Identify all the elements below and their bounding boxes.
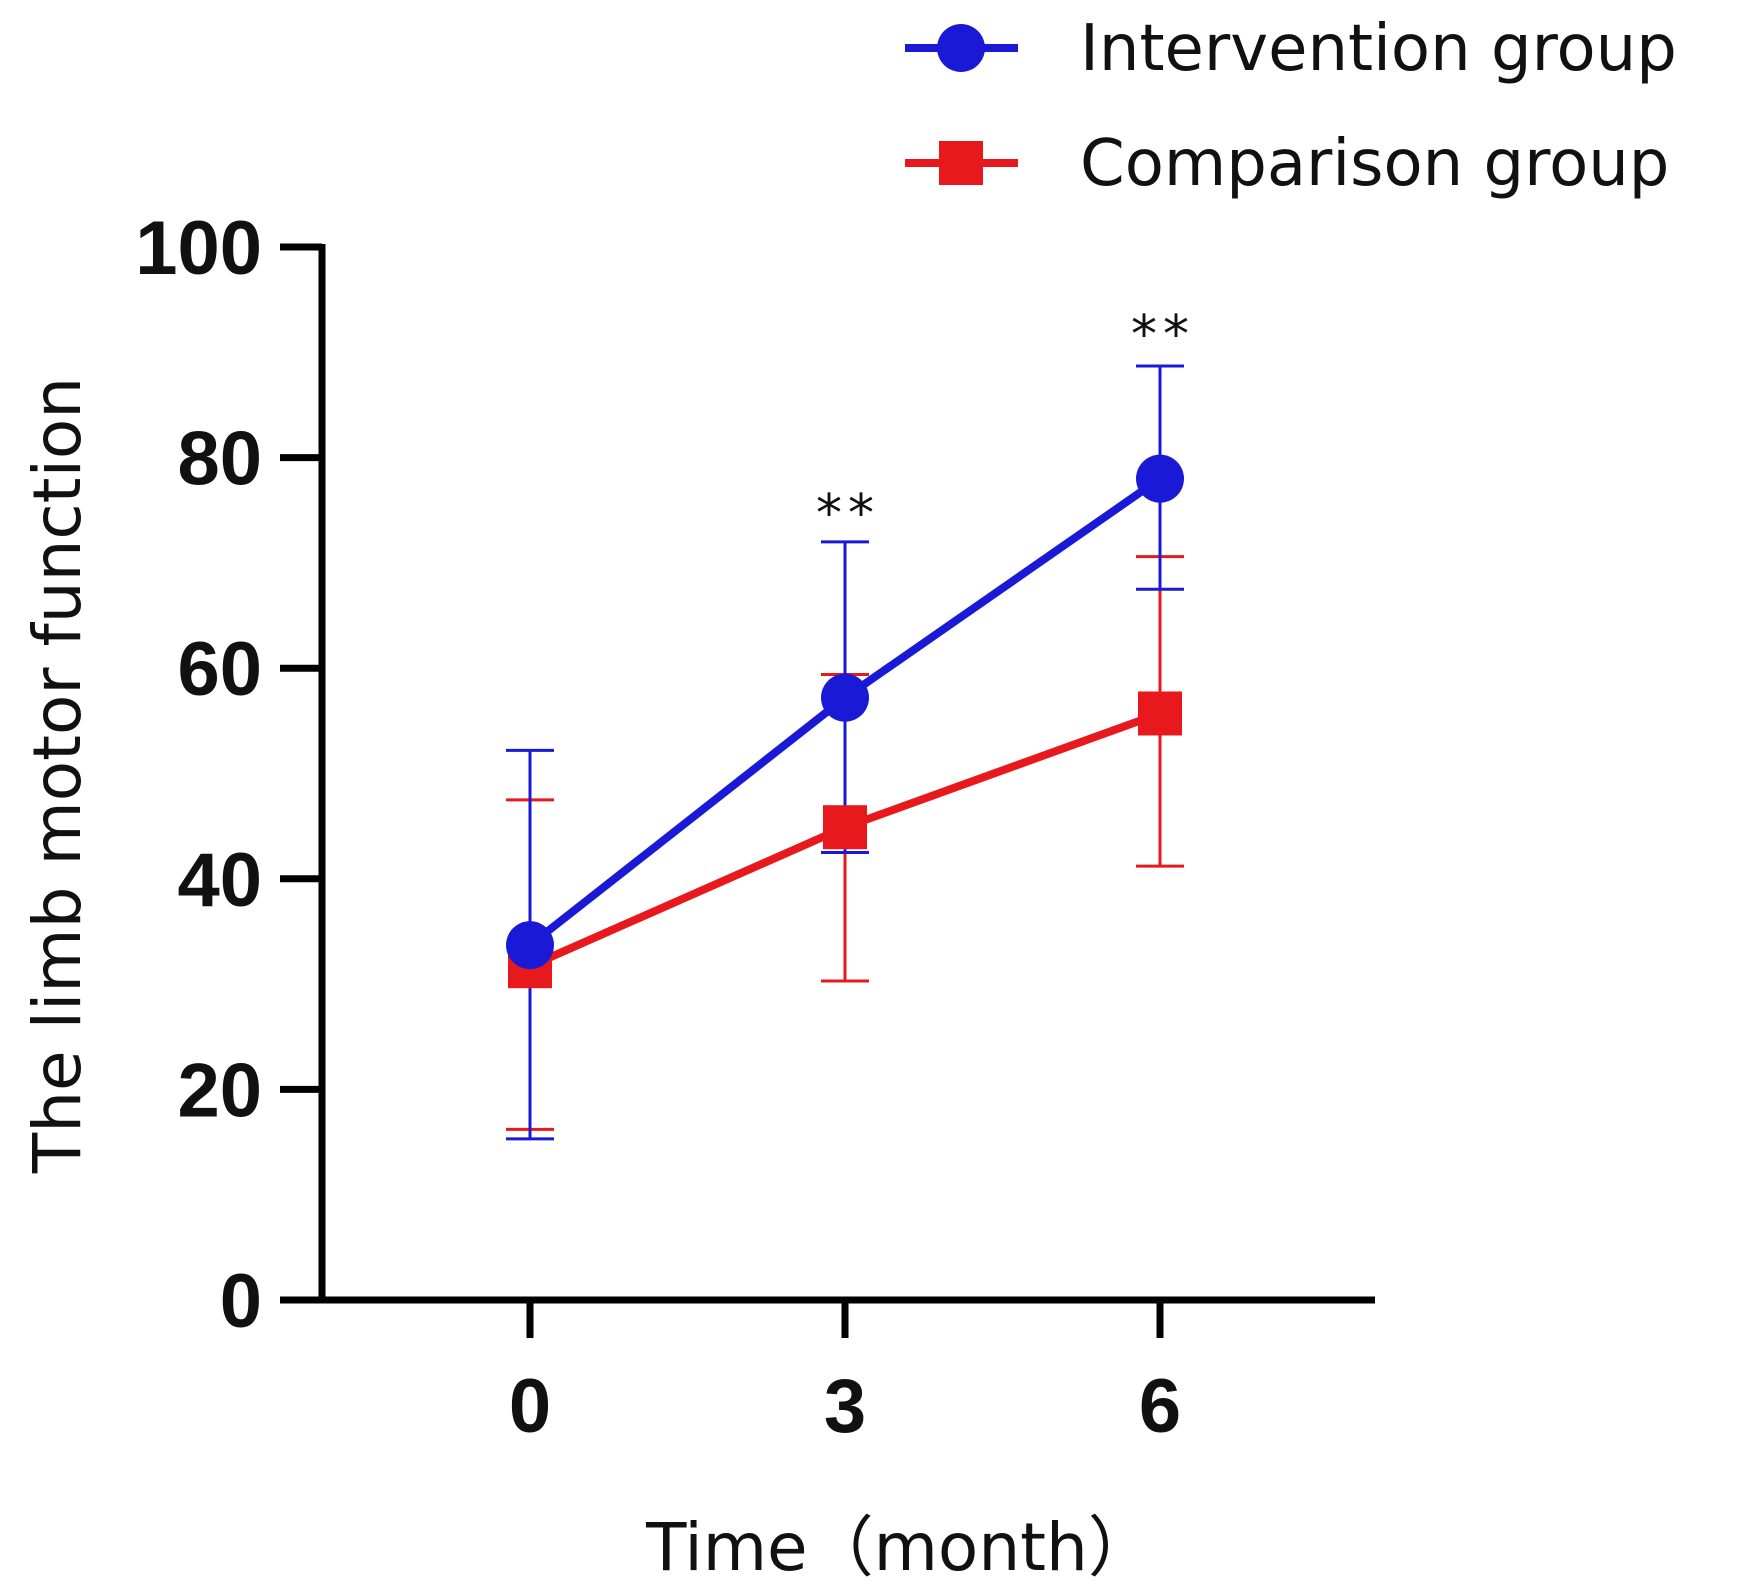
x-tick-label: 0 [509,1364,551,1449]
significance-marker: ** [1131,305,1195,365]
y-tick-label: 80 [177,417,262,502]
legend-item: Comparison group [905,127,1669,201]
significance-marker: ** [816,484,880,544]
legend-item: Intervention group [905,12,1677,86]
y-tick-label: 60 [177,627,262,712]
data-point [1138,691,1182,736]
x-tick-label: 6 [1139,1364,1181,1449]
y-tick-label: 20 [177,1048,262,1133]
y-tick-label: 0 [220,1259,262,1344]
error-bars [506,364,1184,1141]
legend-marker [939,141,983,185]
axes: 0 20 40 60 80 100 0 3 6 Time（month） The limb motor… [19,206,1375,1586]
legend: Intervention group Comparison group [905,12,1677,201]
legend-marker [937,24,985,72]
data-point [506,921,554,970]
data-markers [506,454,1184,989]
y-tick-label: 40 [177,838,262,923]
data-point [1136,454,1184,503]
significance-annotations: ** ** [816,305,1195,544]
y-axis-title: The limb motor function [19,377,96,1174]
data-point [821,673,869,722]
legend-label: Comparison group [1080,127,1669,201]
legend-label: Intervention group [1080,12,1677,86]
y-tick-label: 100 [135,206,262,291]
data-point [823,805,867,850]
x-axis-title: Time（month） [645,1509,1154,1586]
x-tick-label: 3 [824,1364,866,1449]
